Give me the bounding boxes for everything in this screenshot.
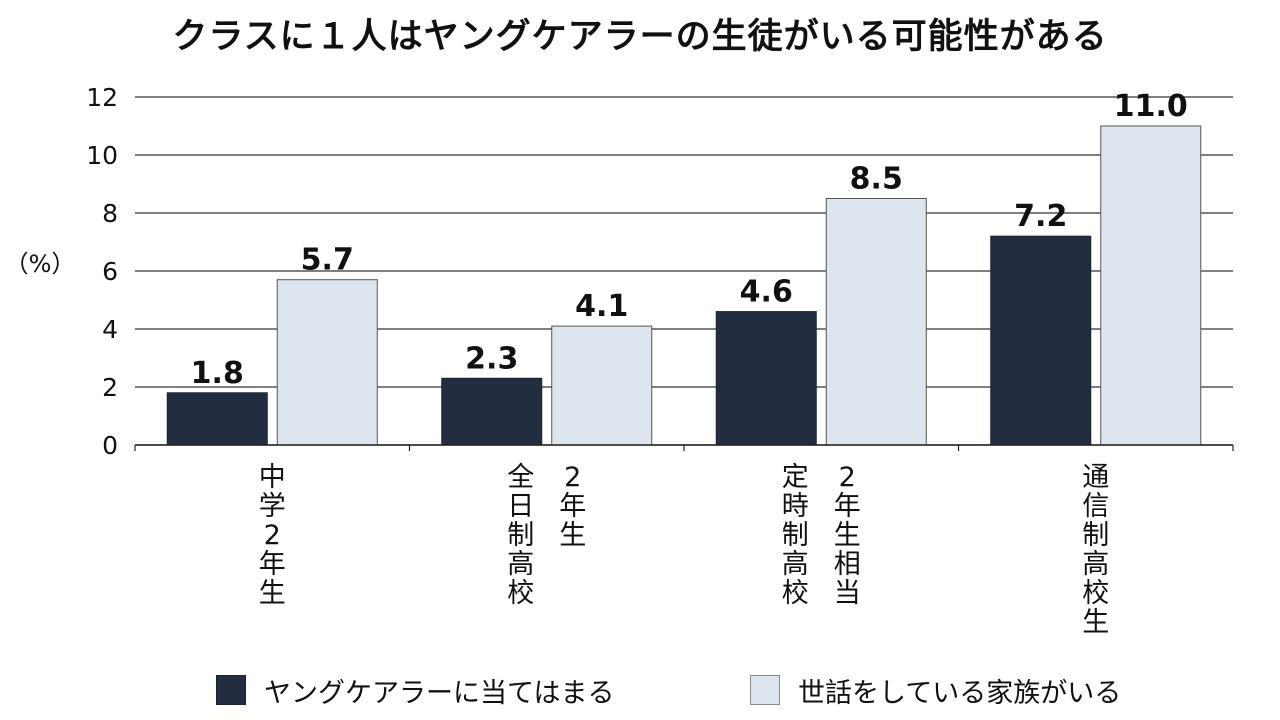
x-category-label: 相 [834,549,861,580]
y-tick-label: 2 [102,373,118,402]
data-label: 4.1 [575,289,628,324]
bar-family-care [551,325,653,446]
bar-family-care [825,198,927,446]
bars [166,125,1202,446]
data-label: 8.5 [850,162,903,197]
bar-young-carer [166,392,268,446]
bar-young-carer [441,377,543,446]
data-label: 7.2 [1014,199,1067,234]
x-category-label: 当 [834,578,861,609]
x-category-label: 年 [834,491,861,522]
x-category-label: 高 [507,549,534,580]
y-tick-label: 4 [102,315,118,344]
y-tick-label: 0 [102,431,118,460]
x-category-label: 定 [782,462,809,493]
x-category-label: 生 [259,578,286,609]
x-category-label: 時 [782,491,809,522]
x-category-label: 生 [834,520,861,551]
x-category-label: 校 [507,578,534,609]
x-category-label: 高 [782,549,809,580]
legend-item-young-carer: ヤングケアラーに当てはまる [216,670,614,710]
legend-label: ヤングケアラーに当てはまる [264,677,615,709]
legend-label: 世話をしている家族がいる [798,677,1122,709]
y-tick-label: 6 [102,257,118,286]
x-category-label: 高 [1082,549,1109,580]
labels: 1.85.7中学2年生2.34.12年生全日制高校4.68.52年生相当定時制高… [191,89,1188,638]
x-category-label: 2 [264,520,281,551]
x-category-label: 日 [507,491,534,522]
y-axis-label: （%） [5,250,76,278]
x-category-label: 年 [559,491,586,522]
data-label: 5.7 [301,243,354,278]
y-tick-label: 8 [102,199,118,228]
x-category-label: 制 [782,520,809,551]
legend-swatch-light [750,675,780,705]
x-category-label: 制 [1082,520,1109,551]
bar-family-care [1100,125,1202,446]
axes: 0 2 4 6 8 10 12 （%） [5,83,1234,460]
bar-young-carer [715,311,817,446]
bar-young-carer [990,235,1092,446]
x-category-label: 校 [1082,578,1109,609]
x-category-label: 2 [564,462,581,493]
y-tick-label: 12 [86,83,118,112]
bar-family-care [276,279,378,446]
x-category-label: 学 [259,491,286,522]
x-category-label: 中 [259,462,286,493]
x-category-label: 生 [1082,607,1109,638]
x-category-label: 全 [507,462,534,493]
x-category-label: 信 [1082,491,1109,522]
x-category-label: 2 [839,462,856,493]
x-category-label: 生 [559,520,586,551]
data-label: 1.8 [191,356,244,391]
x-category-label: 年 [259,549,286,580]
data-label: 11.0 [1114,89,1188,124]
chart-title: クラスに１人はヤングケアラーの生徒がいる可能性がある [172,17,1108,57]
legend-item-family-care: 世話をしている家族がいる [750,670,1121,710]
data-label: 2.3 [465,341,518,376]
legend-swatch-dark [216,675,246,705]
x-category-label: 校 [782,578,809,609]
x-category-label: 制 [507,520,534,551]
data-label: 4.6 [740,275,793,310]
x-category-label: 通 [1082,462,1109,493]
y-tick-label: 10 [86,141,118,170]
